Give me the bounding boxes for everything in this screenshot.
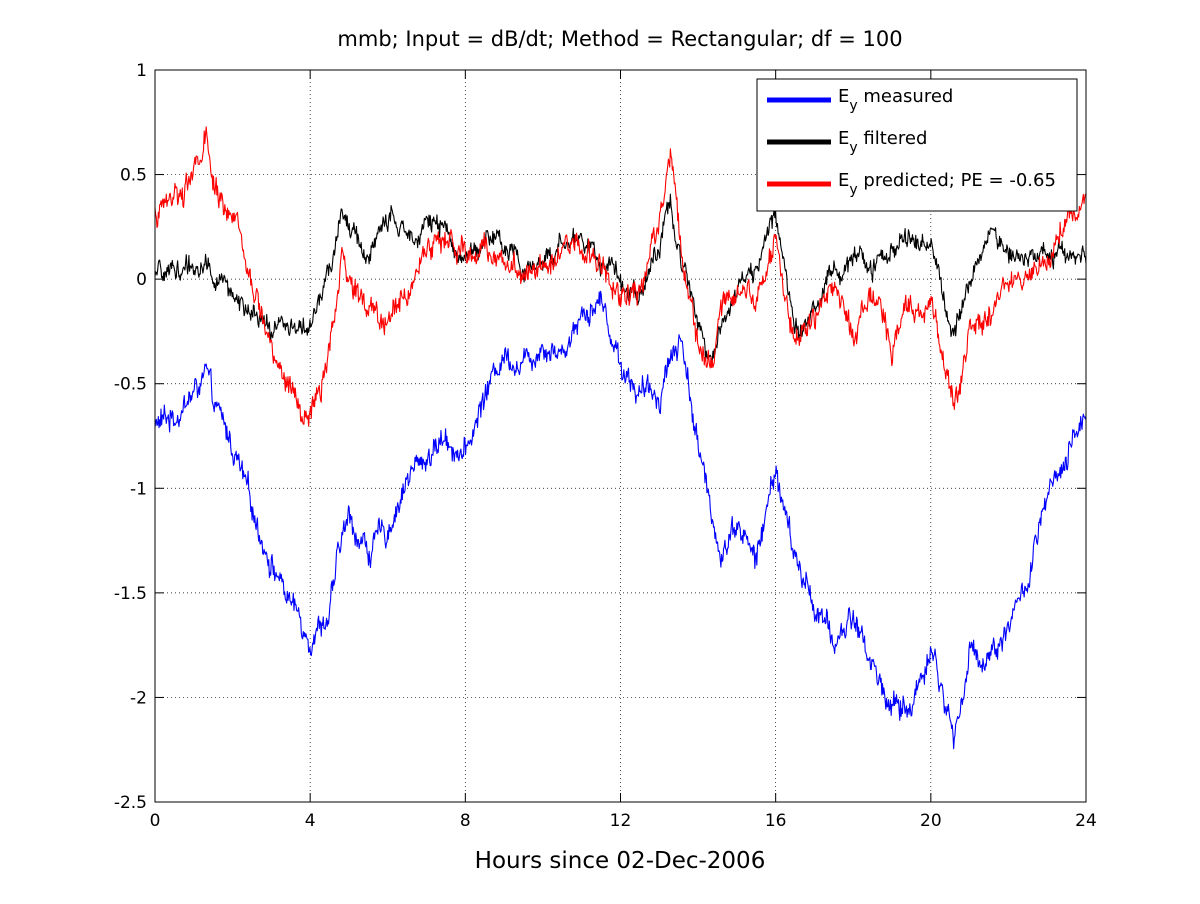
- legend-label-subscript: y: [849, 140, 857, 156]
- series-line-1: [154, 193, 1087, 362]
- y-tick-label: 1: [136, 61, 147, 81]
- legend-label-subscript: y: [849, 182, 857, 198]
- axis-ticks: [154, 69, 1087, 803]
- y-tick-label: -1: [130, 479, 147, 499]
- x-tick-labels: 0 4 8 12 16 20 24: [150, 811, 1097, 831]
- series-lines: [154, 126, 1087, 750]
- x-axis-label: Hours since 02-Dec-2006: [475, 848, 766, 874]
- x-tick-label: 24: [1075, 811, 1097, 831]
- x-tick-label: 4: [305, 811, 316, 831]
- legend-label-main: E: [838, 128, 849, 149]
- legend-label-2: Ey predicted; PE = -0.65: [838, 170, 1056, 198]
- legend-label-rest: measured: [858, 86, 954, 107]
- legend-label-subscript: y: [849, 98, 857, 114]
- x-tick-label: 12: [610, 811, 632, 831]
- x-tick-label: 8: [460, 811, 471, 831]
- chart-title: mmb; Input = dB/dt; Method = Rectangular…: [337, 27, 902, 51]
- x-tick-label: 20: [920, 811, 942, 831]
- legend-label-0: Ey measured: [838, 86, 953, 114]
- y-tick-label: -0.5: [114, 375, 147, 395]
- y-tick-label: -2.5: [114, 793, 147, 813]
- legend-label-rest: predicted; PE = -0.65: [858, 170, 1056, 191]
- series-line-2: [154, 126, 1087, 427]
- legend-label-main: E: [838, 170, 849, 191]
- x-tick-label: 16: [765, 811, 787, 831]
- y-tick-label: -2: [130, 688, 147, 708]
- series-line-0: [154, 290, 1087, 750]
- y-tick-label: 0: [136, 270, 147, 290]
- y-tick-labels: 1 0.5 0 -0.5 -1 -1.5 -2 -2.5: [114, 61, 147, 813]
- y-tick-label: -1.5: [114, 584, 147, 604]
- y-tick-label: 0.5: [120, 166, 147, 186]
- legend-label-rest: filtered: [858, 128, 928, 149]
- x-tick-label: 0: [150, 811, 161, 831]
- legend-label-1: Ey filtered: [838, 128, 927, 156]
- legend-label-main: E: [838, 86, 849, 107]
